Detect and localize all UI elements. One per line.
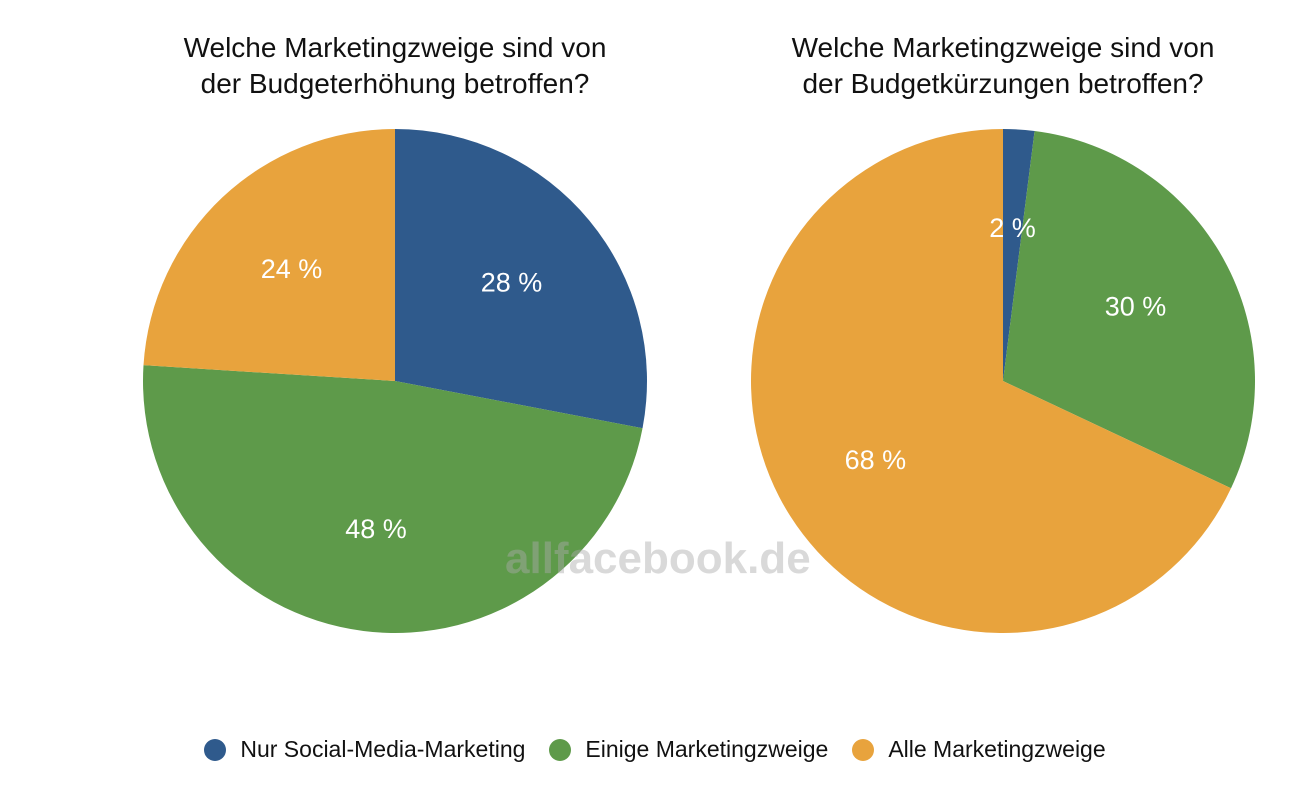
legend-label: Einige Marketingzweige (585, 736, 829, 762)
chart-title-line-2: der Budgetkürzungen betroffen? (802, 68, 1204, 99)
pie-svg: 2 % 30 % 68 % (751, 129, 1255, 633)
legend-marker (549, 738, 572, 761)
watermark: allfacebook.de (505, 534, 811, 583)
chart-title-line-2: der Budgeterhöhung betroffen? (200, 68, 590, 99)
slice-data-label: 48 % (345, 514, 407, 544)
legend-marker (204, 738, 227, 761)
legend-marker (852, 738, 875, 761)
chart-title-line-1: Welche Marketingzweige sind von (791, 32, 1215, 63)
legend-item-nur-social: Nur Social-Media-Marketing (204, 736, 525, 763)
legend-item-alle: Alle Marketingzweige (852, 736, 1106, 763)
pie-chart-budget-increase: Welche Marketingzweige sind von der Budg… (95, 0, 695, 700)
slice-data-label: 68 % (845, 445, 907, 475)
pie-slice-alle (143, 129, 395, 381)
pie-svg: 28 % 48 % 24 % (143, 129, 647, 634)
chart-title: Welche Marketingzweige sind von der Budg… (703, 30, 1303, 102)
chart-title-line-1: Welche Marketingzweige sind von (183, 32, 607, 63)
pie-slice-nur-social (395, 129, 647, 429)
slice-data-label: 28 % (481, 268, 543, 298)
pie-chart-budget-cut: Welche Marketingzweige sind von der Budg… (703, 0, 1303, 700)
slice-data-label: 2 % (989, 213, 1036, 243)
slice-data-label: 30 % (1105, 291, 1167, 321)
chart-title: Welche Marketingzweige sind von der Budg… (95, 30, 695, 102)
pie-slice-nur-social (1003, 129, 1035, 381)
legend-label: Nur Social-Media-Marketing (240, 736, 526, 762)
pie-slice-einige (1003, 130, 1255, 489)
legend-label: Alle Marketingzweige (888, 736, 1106, 762)
legend-item-einige: Einige Marketingzweige (549, 736, 828, 763)
pie-slice-einige (143, 365, 643, 634)
legend: Nur Social-Media-Marketing Einige Market… (0, 736, 1310, 763)
slice-data-label: 24 % (261, 254, 323, 284)
pie-slice-alle (751, 129, 1232, 633)
